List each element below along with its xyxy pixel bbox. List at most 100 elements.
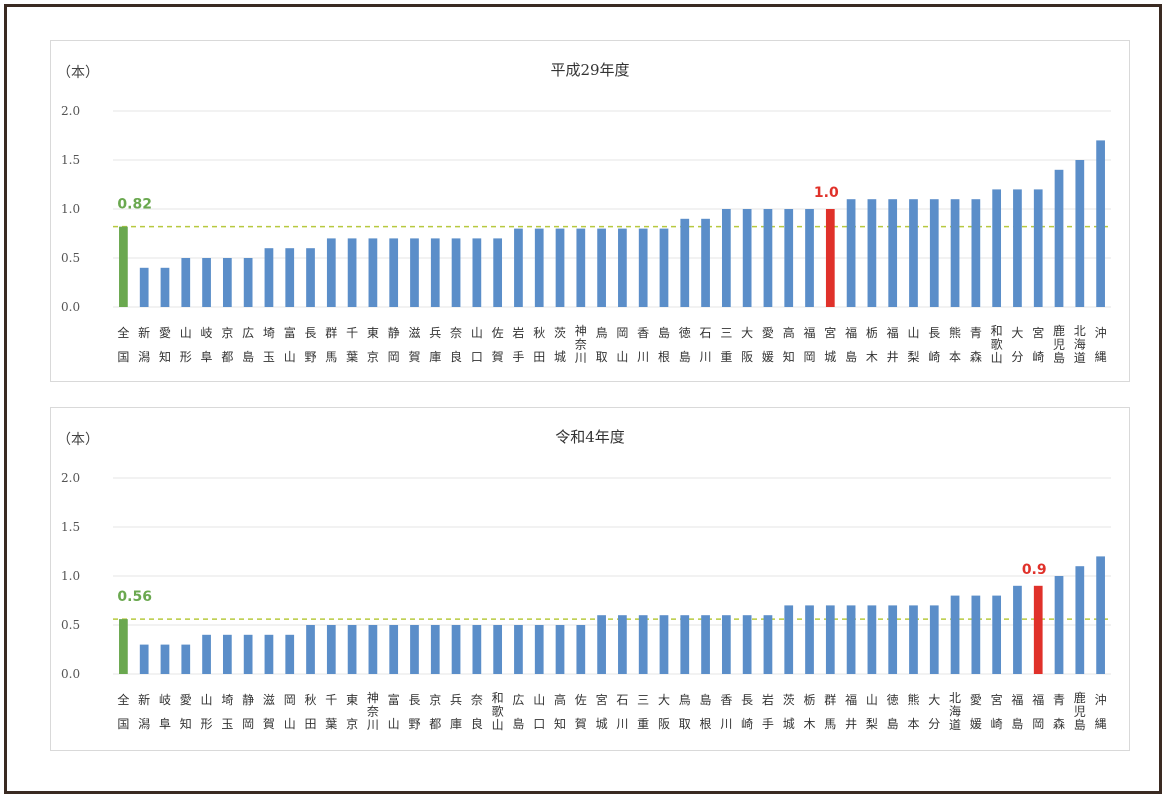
- x-category-label: 山: [471, 326, 483, 340]
- x-category-label: 取: [679, 717, 691, 731]
- bar: [555, 625, 565, 674]
- bar: [784, 209, 794, 307]
- x-category-label: 児: [1053, 338, 1065, 352]
- bar: [389, 625, 399, 674]
- x-category-label: 熊: [907, 692, 919, 707]
- bar: [971, 595, 981, 674]
- bar: [680, 218, 690, 307]
- bar: [222, 634, 232, 674]
- x-category-label: 歌: [991, 337, 1003, 352]
- x-category-label: 神: [367, 691, 379, 705]
- bar: [555, 228, 565, 307]
- bar: [534, 625, 544, 674]
- x-category-label: 宮: [991, 692, 1003, 707]
- x-category-label: 山: [907, 326, 919, 340]
- bar: [701, 218, 710, 307]
- x-category-label: 愛: [762, 326, 774, 340]
- x-category-label: 富: [388, 692, 400, 707]
- x-category-label: 島: [845, 349, 857, 364]
- bar-national: [119, 226, 128, 307]
- x-category-label: 秋: [533, 326, 545, 340]
- x-category-label: 森: [970, 349, 982, 364]
- x-category-label: 賀: [263, 717, 275, 731]
- chart-panel-r4: 令和4年度 （本） 2.0 1.5 1.0 0.5 0.0 全国新潟岐阜愛知山形埼玉静岡滋賀岡…: [50, 407, 1130, 751]
- bar: [950, 199, 960, 307]
- y-tick-label: 0.5: [61, 618, 80, 632]
- x-category-label: 野: [408, 717, 420, 731]
- bar: [306, 248, 315, 307]
- x-category-label: 歌: [492, 704, 504, 719]
- x-category-label: 崎: [991, 717, 1003, 731]
- bar: [368, 625, 378, 674]
- x-category-label: 長: [305, 326, 317, 340]
- x-category-label: 木: [866, 350, 878, 364]
- x-category-label: 高: [783, 325, 795, 340]
- x-category-label: 愛: [180, 693, 192, 707]
- x-category-label: 根: [700, 717, 712, 731]
- x-category-label: 栃: [804, 693, 816, 707]
- x-category-label: 神: [575, 324, 587, 338]
- average-value-label: 0.56: [117, 589, 152, 605]
- x-category-label: 北: [949, 691, 961, 705]
- bar: [181, 258, 191, 307]
- x-category-label: 木: [804, 717, 816, 731]
- bar: [763, 615, 773, 674]
- bar: [929, 199, 939, 307]
- x-category-label: 都: [429, 717, 441, 731]
- x-category-label: 城: [783, 717, 795, 731]
- x-category-label: 岩: [762, 692, 774, 707]
- x-category-label: 岐: [159, 693, 171, 707]
- bar: [888, 199, 898, 307]
- bar: [1096, 140, 1105, 307]
- x-category-label: 海: [949, 704, 961, 719]
- x-category-label: 兵: [450, 693, 462, 707]
- bar: [638, 228, 648, 307]
- bar: [243, 258, 253, 307]
- bar: [430, 238, 440, 307]
- x-category-label: 媛: [762, 350, 774, 364]
- bar: [597, 228, 606, 307]
- bar: [721, 209, 731, 307]
- x-category-label: 崎: [1032, 350, 1044, 364]
- bar: [763, 209, 773, 307]
- x-category-label: 重: [637, 717, 649, 731]
- x-category-label: 島: [887, 716, 899, 731]
- x-category-label: 玉: [263, 350, 275, 364]
- highlight-value-label: 0.9: [1022, 562, 1047, 578]
- x-category-label: 良: [450, 349, 462, 364]
- x-category-label: 庫: [429, 350, 441, 364]
- y-tick-label: 1.0: [61, 202, 80, 216]
- x-category-label: 媛: [970, 717, 982, 731]
- x-category-label: 口: [471, 350, 483, 364]
- x-category-label: 京: [221, 326, 233, 340]
- x-category-label: 手: [762, 717, 774, 731]
- x-category-label: 梨: [866, 717, 878, 731]
- x-category-label: 手: [512, 350, 524, 364]
- x-category-label: 海: [1074, 337, 1086, 352]
- x-category-label: 宮: [1032, 325, 1044, 340]
- x-category-label: 大: [741, 326, 753, 340]
- x-category-label: 口: [533, 717, 545, 731]
- x-category-label: 大: [658, 693, 670, 707]
- x-category-label: 福: [887, 325, 899, 340]
- x-category-label: 知: [554, 717, 566, 731]
- x-category-label: 三: [637, 693, 649, 707]
- x-category-label: 石: [700, 326, 712, 340]
- y-tick-label: 2.0: [61, 471, 80, 485]
- bar: [825, 605, 835, 674]
- x-category-label: 奈: [471, 693, 483, 707]
- x-category-label: 島: [1053, 350, 1065, 365]
- x-category-label: 広: [242, 326, 254, 340]
- x-category-label: 山: [180, 326, 192, 340]
- x-category-label: 川: [700, 350, 712, 364]
- x-category-label: 山: [388, 717, 400, 731]
- x-category-label: 国: [117, 717, 129, 731]
- bar-chart-h29: 平成29年度（本）2.01.51.00.50.0全国新潟愛知山形岐阜京都広島埼玉…: [57, 61, 1111, 365]
- y-tick-label: 2.0: [61, 104, 80, 118]
- x-category-label: 森: [1053, 716, 1065, 731]
- x-category-label: 鹿: [1053, 323, 1065, 338]
- bar: [1054, 576, 1064, 674]
- x-category-label: 岡: [1032, 717, 1044, 731]
- x-category-label: 知: [159, 350, 171, 364]
- bar: [867, 605, 877, 674]
